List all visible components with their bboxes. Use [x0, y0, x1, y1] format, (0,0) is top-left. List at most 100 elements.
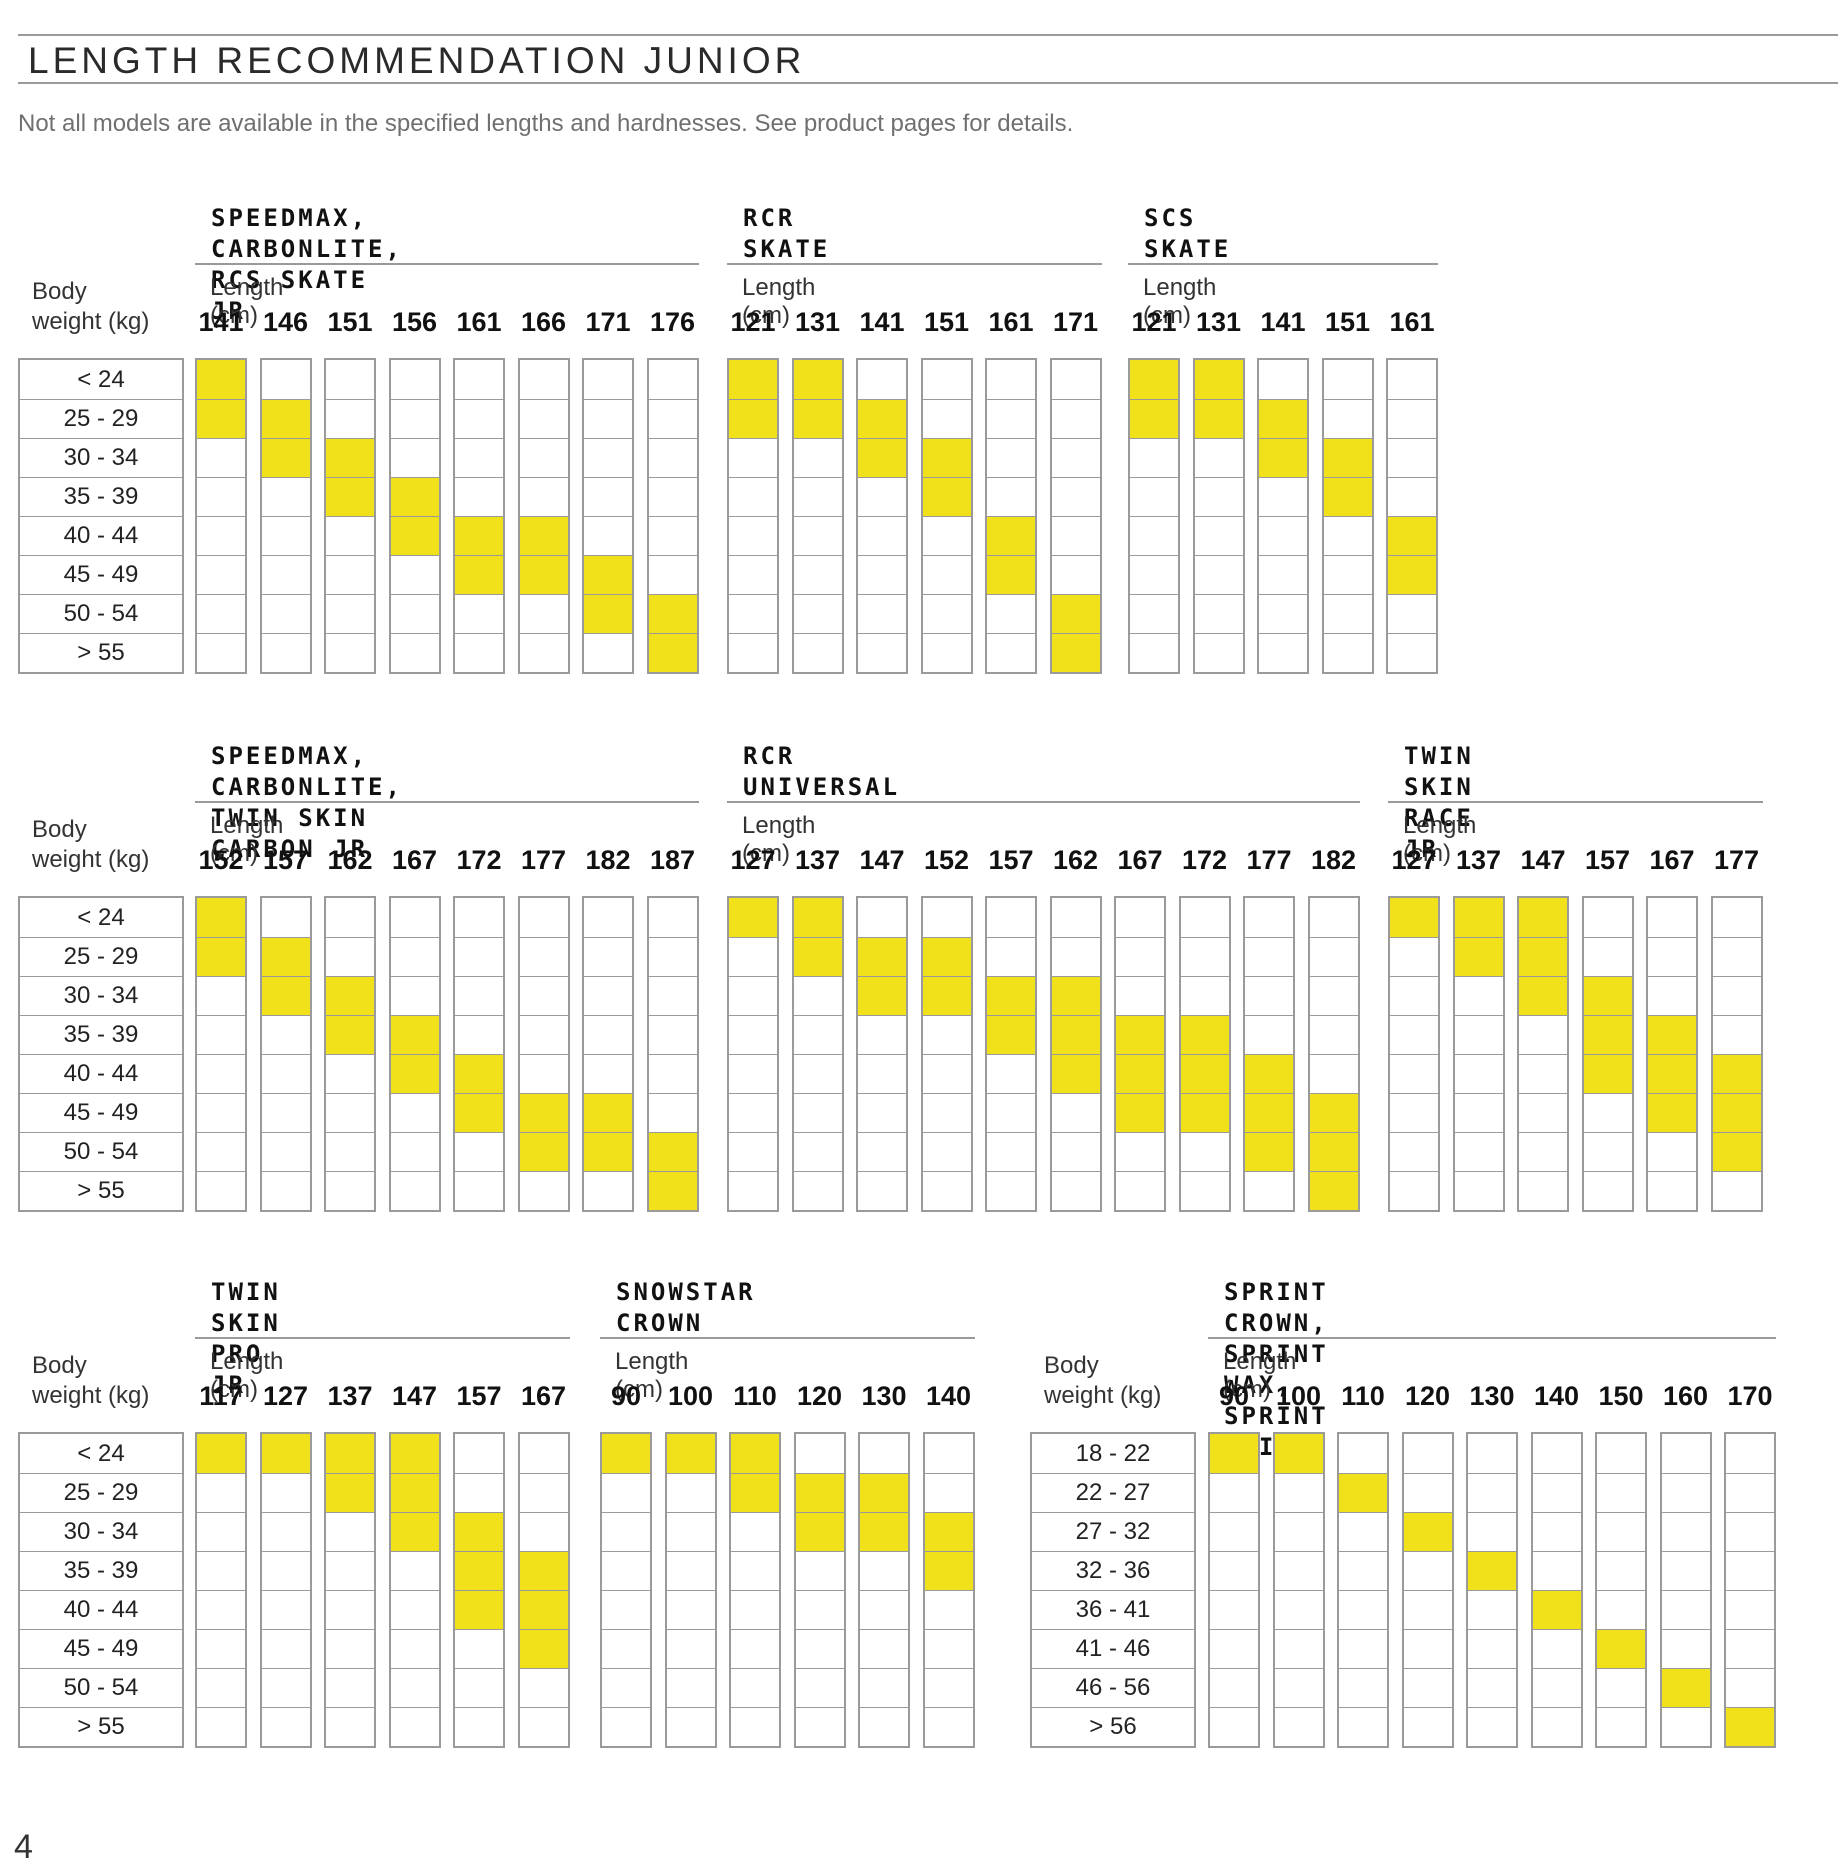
- grid-cell: [1597, 1512, 1645, 1551]
- length-column: [856, 896, 908, 1212]
- grid-cell: [1388, 594, 1436, 633]
- grid-cell: [261, 594, 310, 633]
- grid-cell: [648, 1093, 697, 1132]
- length-header: 157: [262, 845, 309, 875]
- grid-cell: [731, 1551, 779, 1590]
- length-cm-label: Length (cm): [742, 274, 816, 329]
- grid-cell: [261, 1629, 310, 1668]
- body-weight-row: 18 - 22: [1075, 1440, 1151, 1467]
- grid-cell: [1661, 1551, 1710, 1590]
- recommended-cell: [519, 1629, 568, 1668]
- length-header: 156: [391, 307, 438, 337]
- recommended-cell: [1180, 1054, 1229, 1093]
- recommended-cell: [795, 1512, 844, 1551]
- grid-cell: [1597, 1590, 1645, 1629]
- grid-cell: [197, 1015, 245, 1054]
- grid-cell: [1339, 1707, 1387, 1746]
- grid-cell: [1051, 399, 1100, 438]
- length-column: [920, 896, 973, 1212]
- grid-cell: [1259, 555, 1307, 594]
- length-header: 152: [923, 845, 970, 875]
- grid-cell: [1339, 1590, 1387, 1629]
- length-column: [324, 358, 376, 674]
- length-header: 157: [1584, 845, 1631, 875]
- recommended-cell: [1051, 1015, 1100, 1054]
- grid-cell: [326, 1707, 374, 1746]
- body-weight-row: 30 - 34: [63, 1518, 139, 1545]
- grid-cell: [520, 1434, 568, 1473]
- recommended-cell: [519, 1590, 568, 1629]
- recommended-cell: [1339, 1473, 1387, 1512]
- length-cm-label: Length (cm): [1223, 1348, 1297, 1403]
- grid-cell: [1194, 633, 1243, 672]
- grid-cell: [795, 1629, 844, 1668]
- grid-cell: [1726, 1629, 1774, 1668]
- grid-cell: [1245, 976, 1293, 1015]
- length-header: 147: [391, 1381, 438, 1411]
- grid-cell: [1274, 1512, 1323, 1551]
- length-column: [727, 896, 779, 1212]
- grid-cell: [987, 1132, 1035, 1171]
- body-weight-row: 27 - 32: [1075, 1518, 1151, 1545]
- grid-cell: [455, 937, 503, 976]
- grid-cell: [1210, 1707, 1258, 1746]
- grid-cell: [261, 1054, 310, 1093]
- grid-cell: [1051, 477, 1100, 516]
- recommended-cell: [1210, 1434, 1258, 1473]
- recommended-cell: [1180, 1015, 1229, 1054]
- length-column: [985, 896, 1037, 1212]
- grid-cell: [793, 516, 842, 555]
- recommended-cell: [1468, 1551, 1516, 1590]
- recommended-cell: [1454, 937, 1503, 976]
- recommended-cell: [987, 1015, 1035, 1054]
- grid-cell: [922, 1093, 971, 1132]
- recommended-cell: [602, 1434, 650, 1473]
- length-header: 137: [1455, 845, 1502, 875]
- grid-cell: [1194, 555, 1243, 594]
- row-divider: [20, 438, 182, 439]
- grid-cell: [1712, 937, 1761, 976]
- length-column: [517, 1432, 570, 1748]
- length-cm-label: Length (cm): [1403, 812, 1477, 867]
- body-weight-row: 35 - 39: [63, 1021, 139, 1048]
- recommended-cell: [666, 1434, 715, 1473]
- grid-cell: [1390, 1093, 1438, 1132]
- grid-cell: [922, 633, 971, 672]
- length-header: 162: [1052, 845, 1099, 875]
- length-column: [1307, 896, 1360, 1212]
- body-weight-column: < 24 25 - 29 30 - 34 35 - 39 40 - 44 45 - 49 5…: [18, 358, 184, 674]
- grid-cell: [519, 477, 568, 516]
- grid-cell: [390, 555, 439, 594]
- ski-group-underline: [600, 1337, 975, 1339]
- grid-cell: [987, 477, 1035, 516]
- length-header: 127: [730, 845, 776, 875]
- recommended-cell: [390, 477, 439, 516]
- grid-cell: [519, 438, 568, 477]
- grid-cell: [1454, 1093, 1503, 1132]
- grid-cell: [584, 1015, 632, 1054]
- grid-cell: [860, 1551, 908, 1590]
- recommended-cell: [793, 399, 842, 438]
- grid-cell: [326, 1054, 374, 1093]
- row-divider: [20, 1590, 182, 1591]
- grid-cell: [602, 1707, 650, 1746]
- grid-cell: [1180, 1171, 1229, 1210]
- length-header: 172: [456, 845, 502, 875]
- row-divider: [20, 1707, 182, 1708]
- length-column: [195, 358, 247, 674]
- grid-cell: [648, 976, 697, 1015]
- grid-cell: [520, 360, 568, 399]
- grid-cell: [197, 516, 245, 555]
- recommended-cell: [1309, 1093, 1358, 1132]
- length-column: [727, 358, 779, 674]
- length-column: [388, 358, 441, 674]
- row-divider: [20, 399, 182, 400]
- recommended-cell: [1712, 1132, 1761, 1171]
- grid-cell: [1245, 898, 1293, 937]
- recommended-cell: [648, 633, 697, 672]
- grid-cell: [455, 1171, 503, 1210]
- grid-cell: [731, 1668, 779, 1707]
- length-column: [920, 358, 973, 674]
- length-header: 127: [1391, 845, 1437, 875]
- length-header: 146: [262, 307, 309, 337]
